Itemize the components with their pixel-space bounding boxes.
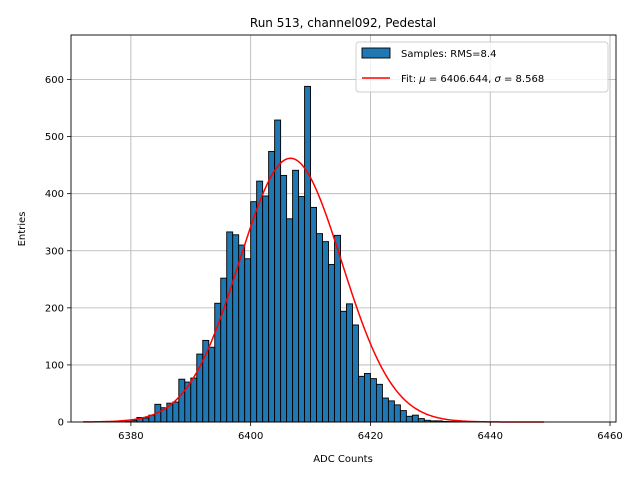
histogram-bar bbox=[352, 324, 359, 423]
legend-fit-prefix: Fit: bbox=[401, 74, 419, 85]
histogram-bars bbox=[124, 85, 461, 423]
chart-title: Run 513, channel092, Pedestal bbox=[250, 16, 436, 30]
legend-fit-mu-value: = 6406.644, bbox=[426, 74, 495, 85]
x-tick-label: 6380 bbox=[118, 431, 143, 442]
x-axis: 6380 6400 6420 6440 6460 bbox=[118, 422, 623, 442]
y-axis: 0 100 200 300 400 500 600 bbox=[45, 75, 71, 429]
histogram-bar bbox=[178, 378, 186, 423]
histogram-bar bbox=[310, 206, 317, 423]
legend-label-fit: Fit: μ = 6406.644, σ = 8.568 bbox=[401, 74, 544, 85]
histogram-bar bbox=[346, 303, 353, 423]
histogram-bar bbox=[322, 241, 329, 423]
histogram-bar bbox=[244, 258, 252, 423]
x-tick-label: 6420 bbox=[358, 431, 383, 442]
histogram-bar bbox=[316, 233, 323, 423]
histogram-bar bbox=[387, 400, 395, 423]
histogram-bar bbox=[370, 378, 377, 423]
histogram-bar bbox=[381, 397, 389, 423]
legend-swatch-samples bbox=[361, 47, 391, 59]
histogram-bar bbox=[226, 231, 234, 423]
histogram-bar bbox=[304, 85, 312, 423]
histogram-bar bbox=[238, 244, 246, 423]
histogram-bar bbox=[334, 234, 341, 423]
histogram-bar bbox=[375, 383, 383, 423]
histogram-bar bbox=[268, 150, 276, 423]
histogram-bar bbox=[298, 196, 306, 423]
y-tick-label: 500 bbox=[45, 132, 64, 143]
histogram-bar bbox=[340, 310, 347, 423]
x-tick-label: 6460 bbox=[597, 431, 622, 442]
x-axis-label: ADC Counts bbox=[313, 454, 373, 465]
histogram-bar bbox=[364, 373, 371, 423]
histogram-bar bbox=[328, 264, 335, 423]
histogram-bar bbox=[393, 404, 401, 423]
y-axis-label: Entries bbox=[17, 212, 28, 247]
histogram-bar bbox=[220, 277, 228, 423]
y-tick-label: 200 bbox=[45, 303, 64, 314]
y-tick-label: 600 bbox=[45, 75, 64, 86]
x-tick-label: 6400 bbox=[238, 431, 263, 442]
histogram-bar bbox=[256, 180, 264, 423]
legend-fit-sigma-value: = 8.568 bbox=[501, 74, 544, 85]
histogram-bar bbox=[172, 401, 180, 423]
fit-curve bbox=[82, 157, 545, 423]
histogram-bar bbox=[399, 410, 407, 423]
y-tick-label: 400 bbox=[45, 189, 64, 200]
histogram-bar bbox=[405, 415, 413, 423]
y-tick-label: 300 bbox=[45, 246, 64, 257]
histogram-bar bbox=[417, 418, 425, 423]
histogram-bar bbox=[358, 375, 365, 423]
legend-label-samples: Samples: RMS=8.4 bbox=[401, 49, 496, 60]
legend-box bbox=[355, 41, 609, 93]
histogram-bar bbox=[142, 417, 150, 423]
histogram-bar bbox=[190, 377, 198, 423]
histogram-bar bbox=[411, 414, 419, 423]
y-tick-label: 100 bbox=[45, 360, 64, 371]
histogram-bar bbox=[280, 174, 288, 423]
plot-frame bbox=[70, 34, 617, 423]
histogram-bar bbox=[262, 195, 270, 423]
legend-fit-mu-symbol: μ bbox=[418, 74, 425, 85]
histogram-bar bbox=[202, 339, 210, 423]
histogram-bar bbox=[250, 201, 258, 423]
y-tick-label: 0 bbox=[58, 418, 64, 429]
histogram-bar bbox=[286, 218, 294, 423]
legend-fit-sigma-symbol: σ bbox=[494, 74, 501, 85]
histogram-bar bbox=[232, 234, 240, 423]
histogram-bar bbox=[292, 169, 300, 423]
x-tick-label: 6440 bbox=[478, 431, 503, 442]
histogram-bar bbox=[208, 346, 216, 423]
legend: Samples: RMS=8.4 Fit: μ = 6406.644, σ = … bbox=[355, 41, 609, 93]
